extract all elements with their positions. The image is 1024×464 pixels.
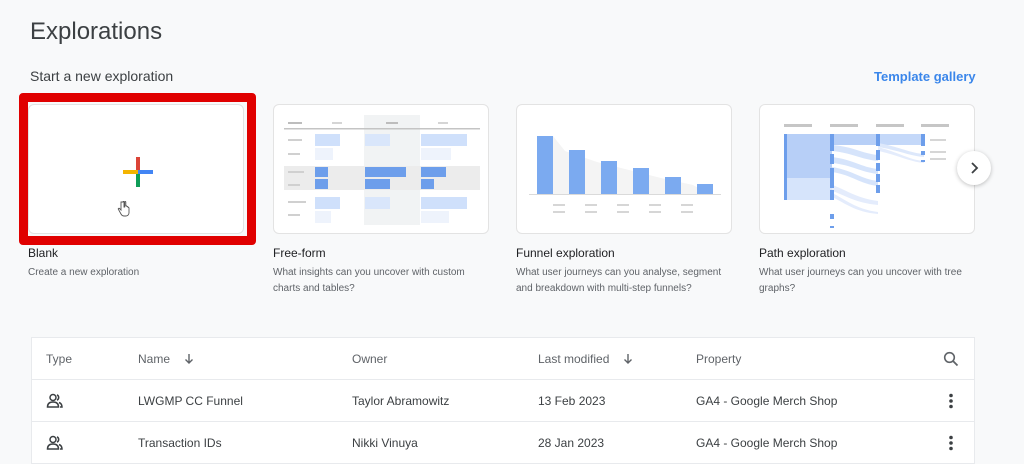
blank-thumbnail[interactable] — [28, 104, 244, 234]
path-tree-illustration — [784, 124, 949, 228]
exploration-last-modified: 13 Feb 2023 — [538, 394, 606, 408]
template-card-path[interactable]: Path exploration What user journeys can … — [759, 104, 975, 297]
arrow-down-icon[interactable] — [184, 353, 194, 365]
card-title: Free-form — [273, 246, 326, 260]
explorations-table: Type Name Owner Last modified Property L… — [31, 337, 975, 464]
chevron-right-icon — [971, 162, 979, 174]
column-header-label: Name — [138, 352, 171, 366]
column-header-label: Last modified — [538, 352, 610, 366]
freeform-table-illustration — [284, 115, 480, 225]
template-card-freeform[interactable]: Free-form What insights can you uncover … — [273, 104, 489, 297]
more-vert-icon — [949, 393, 953, 409]
table-row[interactable]: Transaction IDs Nikki Vinuya 28 Jan 2023… — [32, 422, 974, 464]
shared-people-icon — [46, 422, 64, 464]
card-description: What insights can you uncover with custo… — [273, 267, 465, 294]
card-description: What user journeys can you uncover with … — [759, 267, 962, 294]
exploration-owner: Taylor Abramowitz — [352, 394, 450, 408]
funnel-bar-illustration — [529, 136, 721, 213]
page-title: Explorations — [30, 18, 163, 45]
card-description: What user journeys can you analyse, segm… — [516, 267, 722, 294]
exploration-property: GA4 - Google Merch Shop — [696, 436, 838, 450]
exploration-name[interactable]: Transaction IDs — [138, 436, 222, 450]
card-description: Create a new exploration — [28, 267, 140, 278]
carousel-next-button[interactable] — [957, 151, 991, 185]
exploration-property: GA4 - Google Merch Shop — [696, 394, 838, 408]
column-header-property: Property — [696, 352, 742, 366]
path-thumbnail[interactable] — [759, 104, 975, 234]
section-subtitle: Start a new exploration — [30, 68, 174, 84]
freeform-thumbnail[interactable] — [273, 104, 489, 234]
search-icon — [943, 351, 959, 367]
more-options-button[interactable] — [938, 422, 964, 464]
shared-people-icon — [46, 380, 64, 422]
column-header-type: Type — [46, 352, 73, 366]
exploration-last-modified: 28 Jan 2023 — [538, 436, 605, 450]
column-header-owner: Owner — [352, 352, 388, 366]
colored-plus-icon — [123, 157, 153, 187]
funnel-thumbnail[interactable] — [516, 104, 732, 234]
more-vert-icon — [949, 435, 953, 451]
column-header-last-modified[interactable]: Last modified — [538, 338, 633, 380]
table-row[interactable]: LWGMP CC Funnel Taylor Abramowitz 13 Feb… — [32, 380, 974, 422]
arrow-down-icon[interactable] — [623, 353, 633, 365]
card-title: Blank — [28, 246, 59, 260]
card-title: Funnel exploration — [516, 246, 615, 260]
card-title: Path exploration — [759, 246, 846, 260]
template-card-blank[interactable]: Blank Create a new exploration — [28, 104, 244, 281]
more-options-button[interactable] — [938, 380, 964, 422]
column-header-name[interactable]: Name — [138, 338, 194, 380]
exploration-owner: Nikki Vinuya — [352, 436, 418, 450]
hand-cursor-icon — [117, 200, 131, 222]
template-gallery-link[interactable]: Template gallery — [874, 69, 976, 84]
exploration-name[interactable]: LWGMP CC Funnel — [138, 394, 243, 408]
template-card-funnel[interactable]: Funnel exploration What user journeys ca… — [516, 104, 732, 297]
search-button[interactable] — [938, 338, 964, 380]
table-header-row: Type Name Owner Last modified Property — [32, 338, 974, 380]
